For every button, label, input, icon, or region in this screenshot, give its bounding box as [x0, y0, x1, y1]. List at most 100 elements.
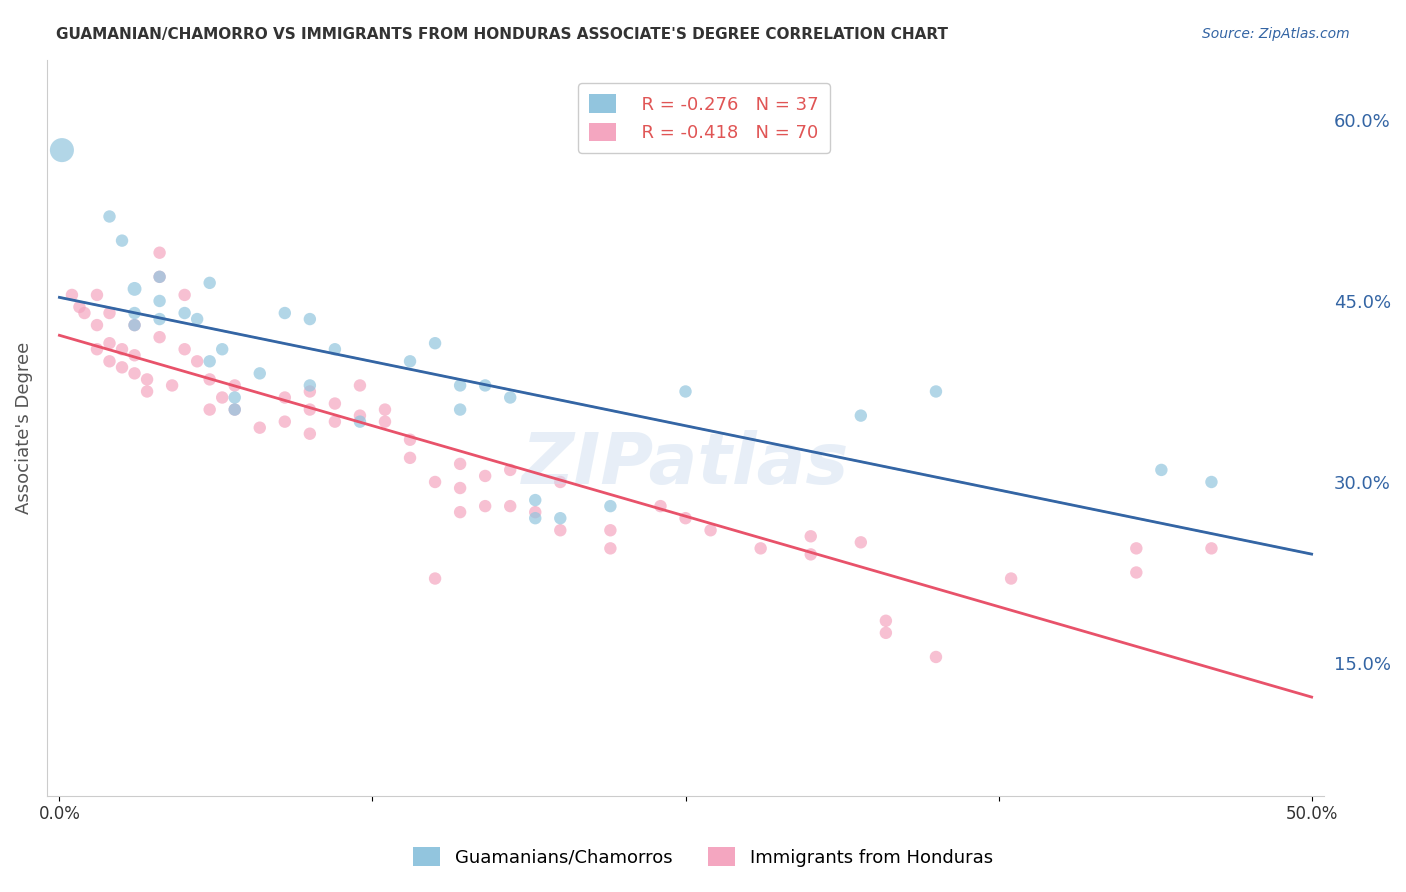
Point — [499, 391, 522, 405]
Point — [98, 306, 121, 320]
Point — [198, 276, 221, 290]
Point — [98, 336, 121, 351]
Point — [160, 378, 183, 392]
Point — [399, 433, 422, 447]
Text: GUAMANIAN/CHAMORRO VS IMMIGRANTS FROM HONDURAS ASSOCIATE'S DEGREE CORRELATION CH: GUAMANIAN/CHAMORRO VS IMMIGRANTS FROM HO… — [56, 27, 948, 42]
Point — [423, 336, 446, 351]
Point — [86, 288, 108, 302]
Point — [224, 391, 246, 405]
Point — [149, 269, 172, 284]
Point — [111, 343, 134, 357]
Point — [149, 293, 172, 308]
Point — [749, 541, 772, 556]
Point — [474, 499, 496, 513]
Point — [675, 384, 697, 399]
Point — [124, 306, 146, 320]
Point — [60, 288, 83, 302]
Point — [111, 234, 134, 248]
Point — [211, 391, 233, 405]
Point — [224, 402, 246, 417]
Point — [423, 475, 446, 489]
Point — [524, 511, 547, 525]
Point — [173, 343, 195, 357]
Point — [800, 529, 823, 543]
Point — [474, 378, 496, 392]
Point — [149, 312, 172, 326]
Point — [449, 505, 471, 519]
Point — [1201, 475, 1223, 489]
Point — [499, 499, 522, 513]
Point — [474, 469, 496, 483]
Point — [298, 426, 321, 441]
Point — [875, 625, 897, 640]
Point — [449, 378, 471, 392]
Point — [198, 354, 221, 368]
Point — [399, 354, 422, 368]
Point — [925, 384, 948, 399]
Point — [173, 288, 195, 302]
Point — [875, 614, 897, 628]
Point — [849, 535, 872, 549]
Point — [124, 282, 146, 296]
Point — [449, 402, 471, 417]
Point — [1125, 566, 1147, 580]
Point — [550, 523, 572, 537]
Point — [349, 409, 371, 423]
Point — [323, 396, 346, 410]
Point — [186, 312, 208, 326]
Text: ZIPatlas: ZIPatlas — [522, 430, 849, 499]
Point — [51, 143, 73, 157]
Point — [86, 343, 108, 357]
Point — [274, 415, 297, 429]
Point — [149, 245, 172, 260]
Point — [650, 499, 672, 513]
Point — [675, 511, 697, 525]
Point — [298, 384, 321, 399]
Point — [98, 354, 121, 368]
Point — [423, 572, 446, 586]
Point — [124, 367, 146, 381]
Point — [198, 372, 221, 386]
Point — [599, 523, 621, 537]
Point — [124, 348, 146, 362]
Point — [550, 475, 572, 489]
Point — [1000, 572, 1022, 586]
Point — [86, 318, 108, 332]
Point — [374, 402, 396, 417]
Point — [374, 415, 396, 429]
Point — [149, 269, 172, 284]
Point — [550, 511, 572, 525]
Legend:   R = -0.276   N = 37,   R = -0.418   N = 70: R = -0.276 N = 37, R = -0.418 N = 70 — [578, 83, 830, 153]
Point — [298, 402, 321, 417]
Point — [111, 360, 134, 375]
Point — [298, 378, 321, 392]
Point — [274, 306, 297, 320]
Y-axis label: Associate's Degree: Associate's Degree — [15, 342, 32, 514]
Point — [323, 415, 346, 429]
Point — [524, 493, 547, 508]
Point — [149, 330, 172, 344]
Point — [224, 402, 246, 417]
Point — [69, 300, 91, 314]
Point — [224, 378, 246, 392]
Point — [124, 318, 146, 332]
Point — [849, 409, 872, 423]
Point — [599, 499, 621, 513]
Point — [699, 523, 721, 537]
Point — [323, 343, 346, 357]
Legend: Guamanians/Chamorros, Immigrants from Honduras: Guamanians/Chamorros, Immigrants from Ho… — [406, 840, 1000, 874]
Point — [136, 384, 159, 399]
Point — [349, 415, 371, 429]
Point — [186, 354, 208, 368]
Point — [98, 210, 121, 224]
Point — [249, 367, 271, 381]
Point — [173, 306, 195, 320]
Text: Source: ZipAtlas.com: Source: ZipAtlas.com — [1202, 27, 1350, 41]
Point — [449, 457, 471, 471]
Point — [1150, 463, 1173, 477]
Point — [925, 650, 948, 665]
Point — [499, 463, 522, 477]
Point — [1125, 541, 1147, 556]
Point — [1201, 541, 1223, 556]
Point — [599, 541, 621, 556]
